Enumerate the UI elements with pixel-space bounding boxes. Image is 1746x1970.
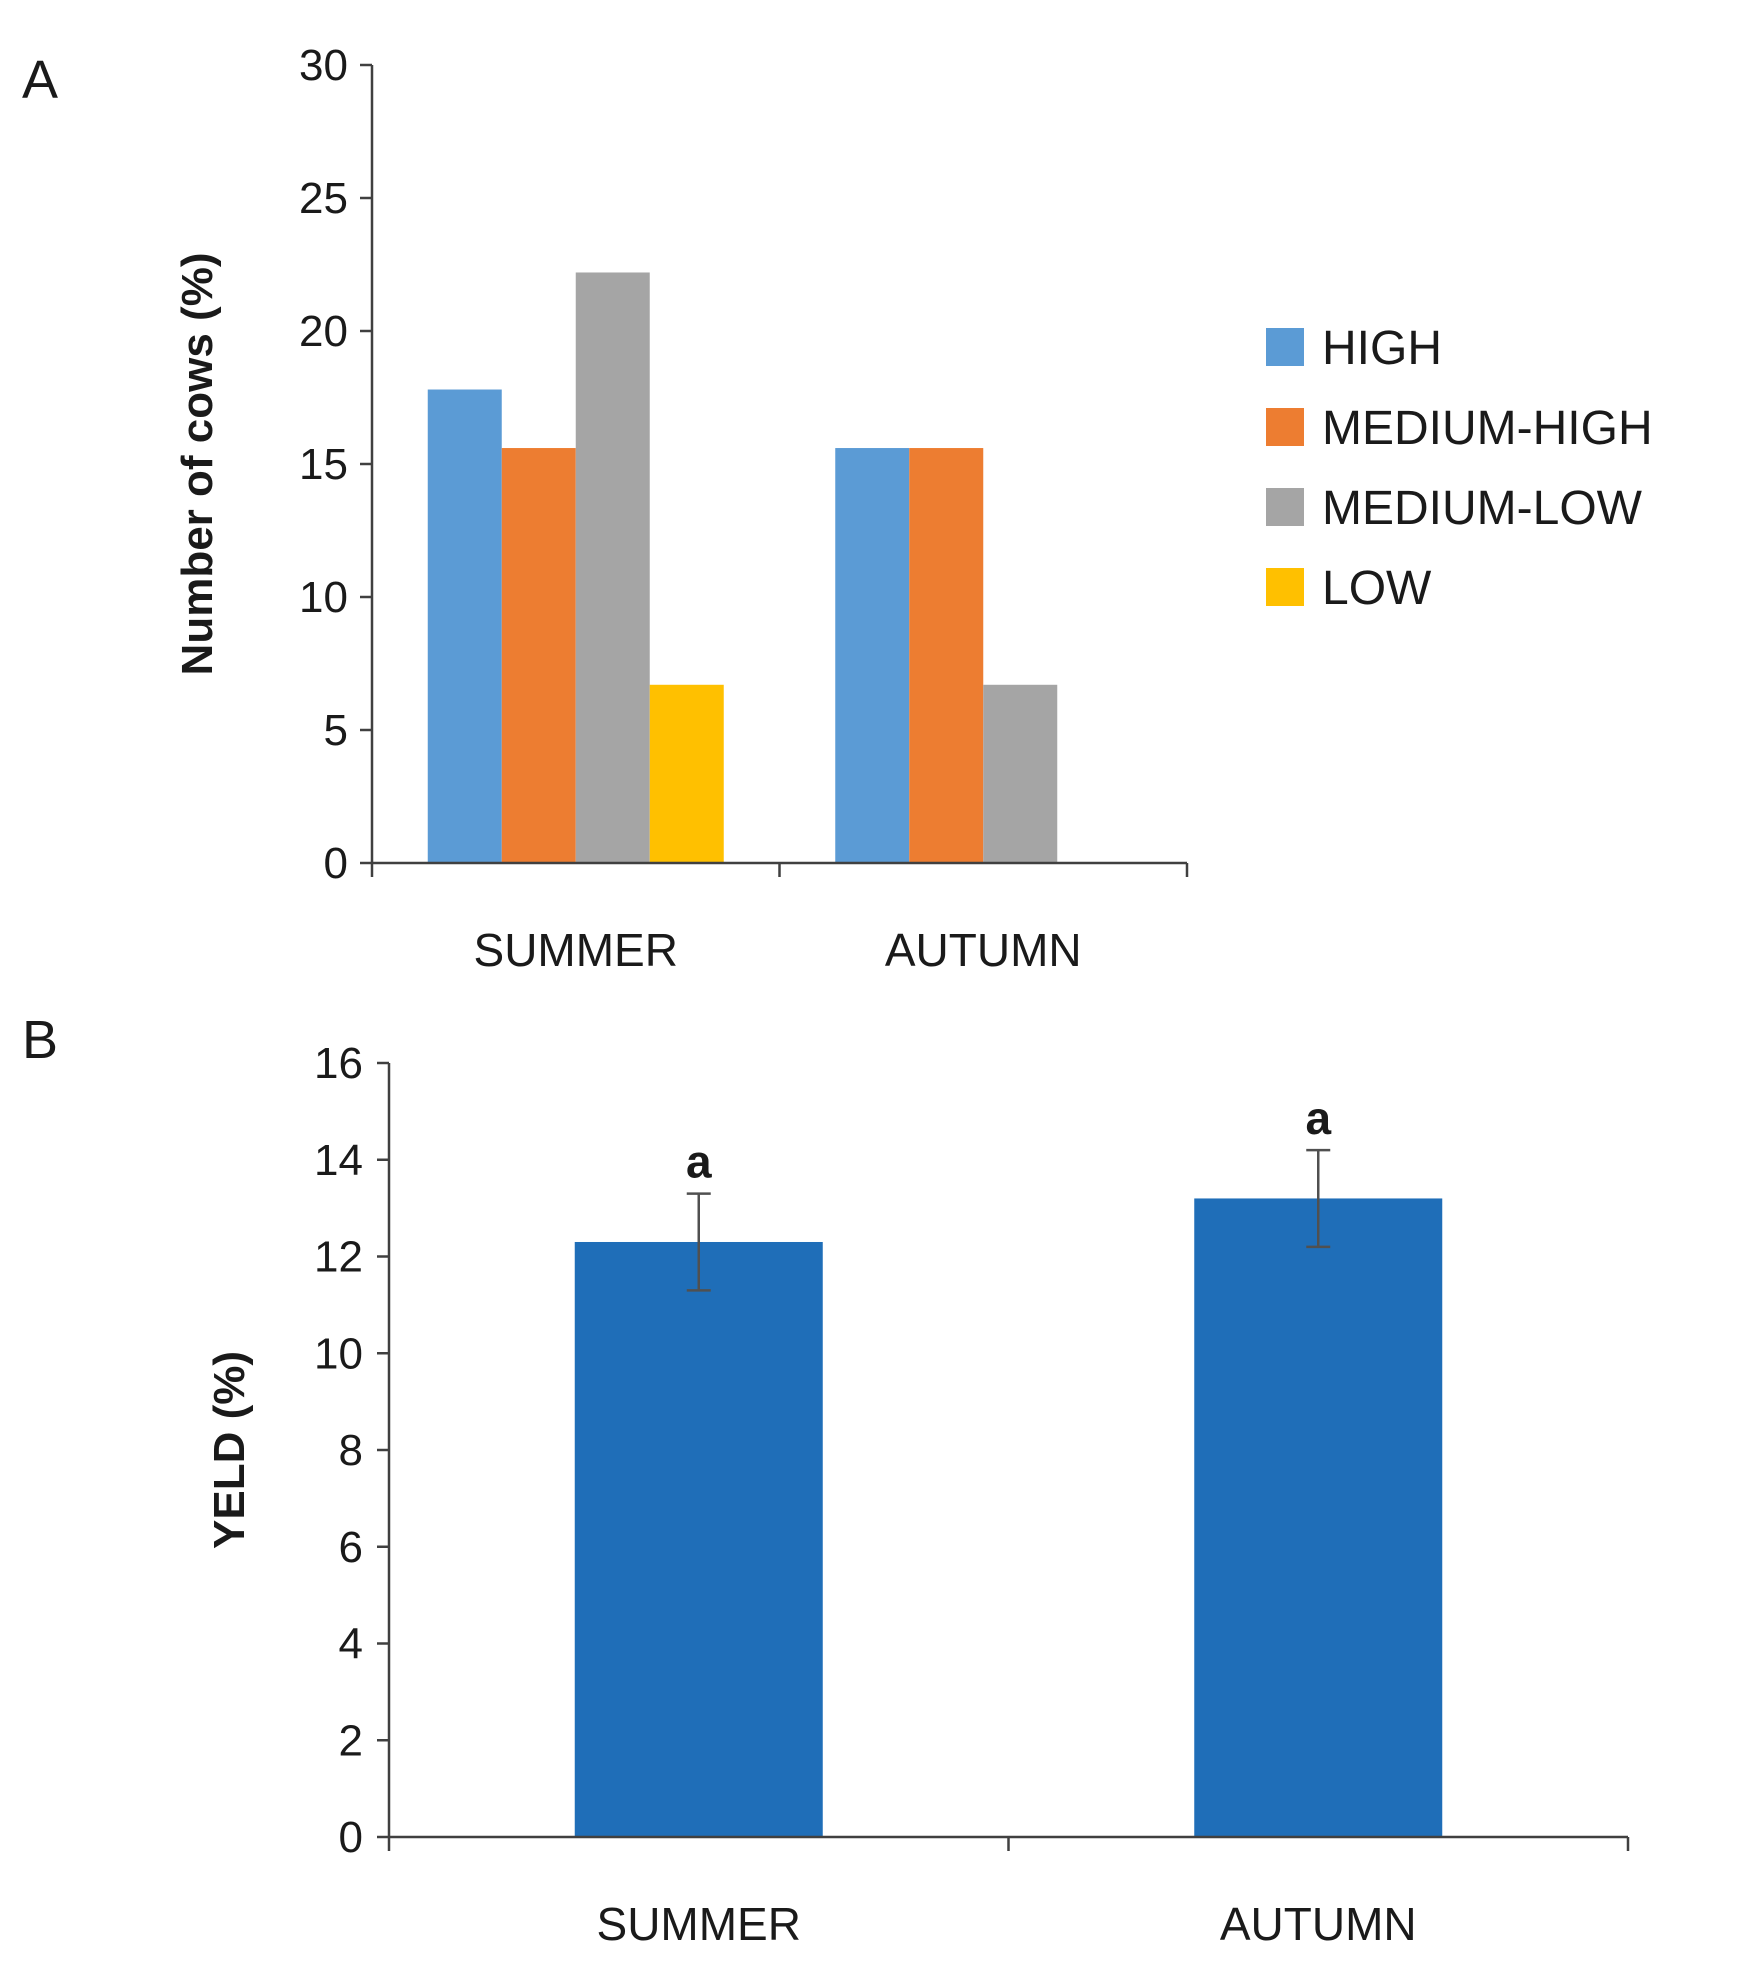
- legend-swatch: [1266, 568, 1304, 606]
- bar-medium-high: [501, 448, 576, 863]
- bar-medium-low: [983, 684, 1058, 863]
- y-tick-label: 30: [299, 41, 348, 90]
- bar-high: [427, 389, 502, 863]
- legend-swatch: [1266, 328, 1304, 366]
- legend-label: MEDIUM-LOW: [1322, 482, 1643, 535]
- y-axis-ticks: 0 2 4 6 8 10 12 14 16: [314, 1039, 389, 1862]
- y-tick-label: 10: [299, 573, 348, 622]
- category-label: AUTUMN: [885, 924, 1082, 976]
- y-tick-label: 6: [339, 1523, 363, 1572]
- error-bar: [1306, 1148, 1331, 1249]
- legend-swatch: [1266, 488, 1304, 526]
- y-tick-label: 20: [299, 307, 348, 356]
- y-axis-label: YELD (%): [205, 1351, 254, 1549]
- bar: [574, 1241, 823, 1837]
- y-tick-label: 4: [339, 1620, 363, 1669]
- category-label: SUMMER: [597, 1898, 801, 1950]
- panel-letter-a: A: [22, 50, 58, 110]
- y-tick-label: 10: [314, 1329, 363, 1378]
- error-bar: [686, 1192, 711, 1292]
- chart-a: A 0 5 10 15 20 25 30 SUMMER AUTUMN Number of co…: [22, 41, 1653, 976]
- legend-label: LOW: [1322, 562, 1432, 615]
- y-tick-label: 12: [314, 1233, 363, 1282]
- bar-high: [835, 448, 910, 863]
- legend-swatch: [1266, 408, 1304, 446]
- significance-letter: a: [1305, 1092, 1331, 1144]
- y-tick-label: 5: [324, 706, 348, 755]
- y-tick-label: 25: [299, 174, 348, 223]
- y-tick-label: 15: [299, 440, 348, 489]
- bar-low: [649, 684, 724, 863]
- y-tick-label: 0: [339, 1813, 363, 1862]
- legend-label: HIGH: [1322, 322, 1442, 375]
- category-label: SUMMER: [474, 924, 678, 976]
- significance-labels: aa: [686, 1092, 1332, 1188]
- y-axis-ticks: 0 5 10 15 20 25 30: [299, 41, 372, 888]
- bar-medium-low: [575, 272, 650, 864]
- category-labels: SUMMER AUTUMN: [474, 924, 1082, 976]
- category-label: AUTUMN: [1220, 1898, 1417, 1950]
- x-axis-ticks: [387, 1837, 1630, 1851]
- bars: [574, 1198, 1443, 1837]
- bars: [427, 272, 1058, 864]
- legend-label: MEDIUM-HIGH: [1322, 402, 1653, 455]
- y-tick-label: 8: [339, 1426, 363, 1475]
- y-tick-label: 0: [324, 839, 348, 888]
- y-axis-label: Number of cows (%): [173, 253, 222, 676]
- y-tick-label: 14: [314, 1136, 363, 1185]
- x-axis-ticks: [370, 863, 1189, 877]
- y-tick-label: 2: [339, 1716, 363, 1765]
- category-labels: SUMMER AUTUMN: [597, 1898, 1417, 1950]
- bar-medium-high: [909, 448, 984, 863]
- panel-letter-b: B: [22, 1010, 58, 1070]
- bar: [1194, 1198, 1443, 1837]
- significance-letter: a: [686, 1136, 712, 1188]
- y-tick-label: 16: [314, 1039, 363, 1088]
- legend: HIGH MEDIUM-HIGH MEDIUM-LOW LOW: [1266, 322, 1653, 615]
- error-bars: [686, 1148, 1331, 1292]
